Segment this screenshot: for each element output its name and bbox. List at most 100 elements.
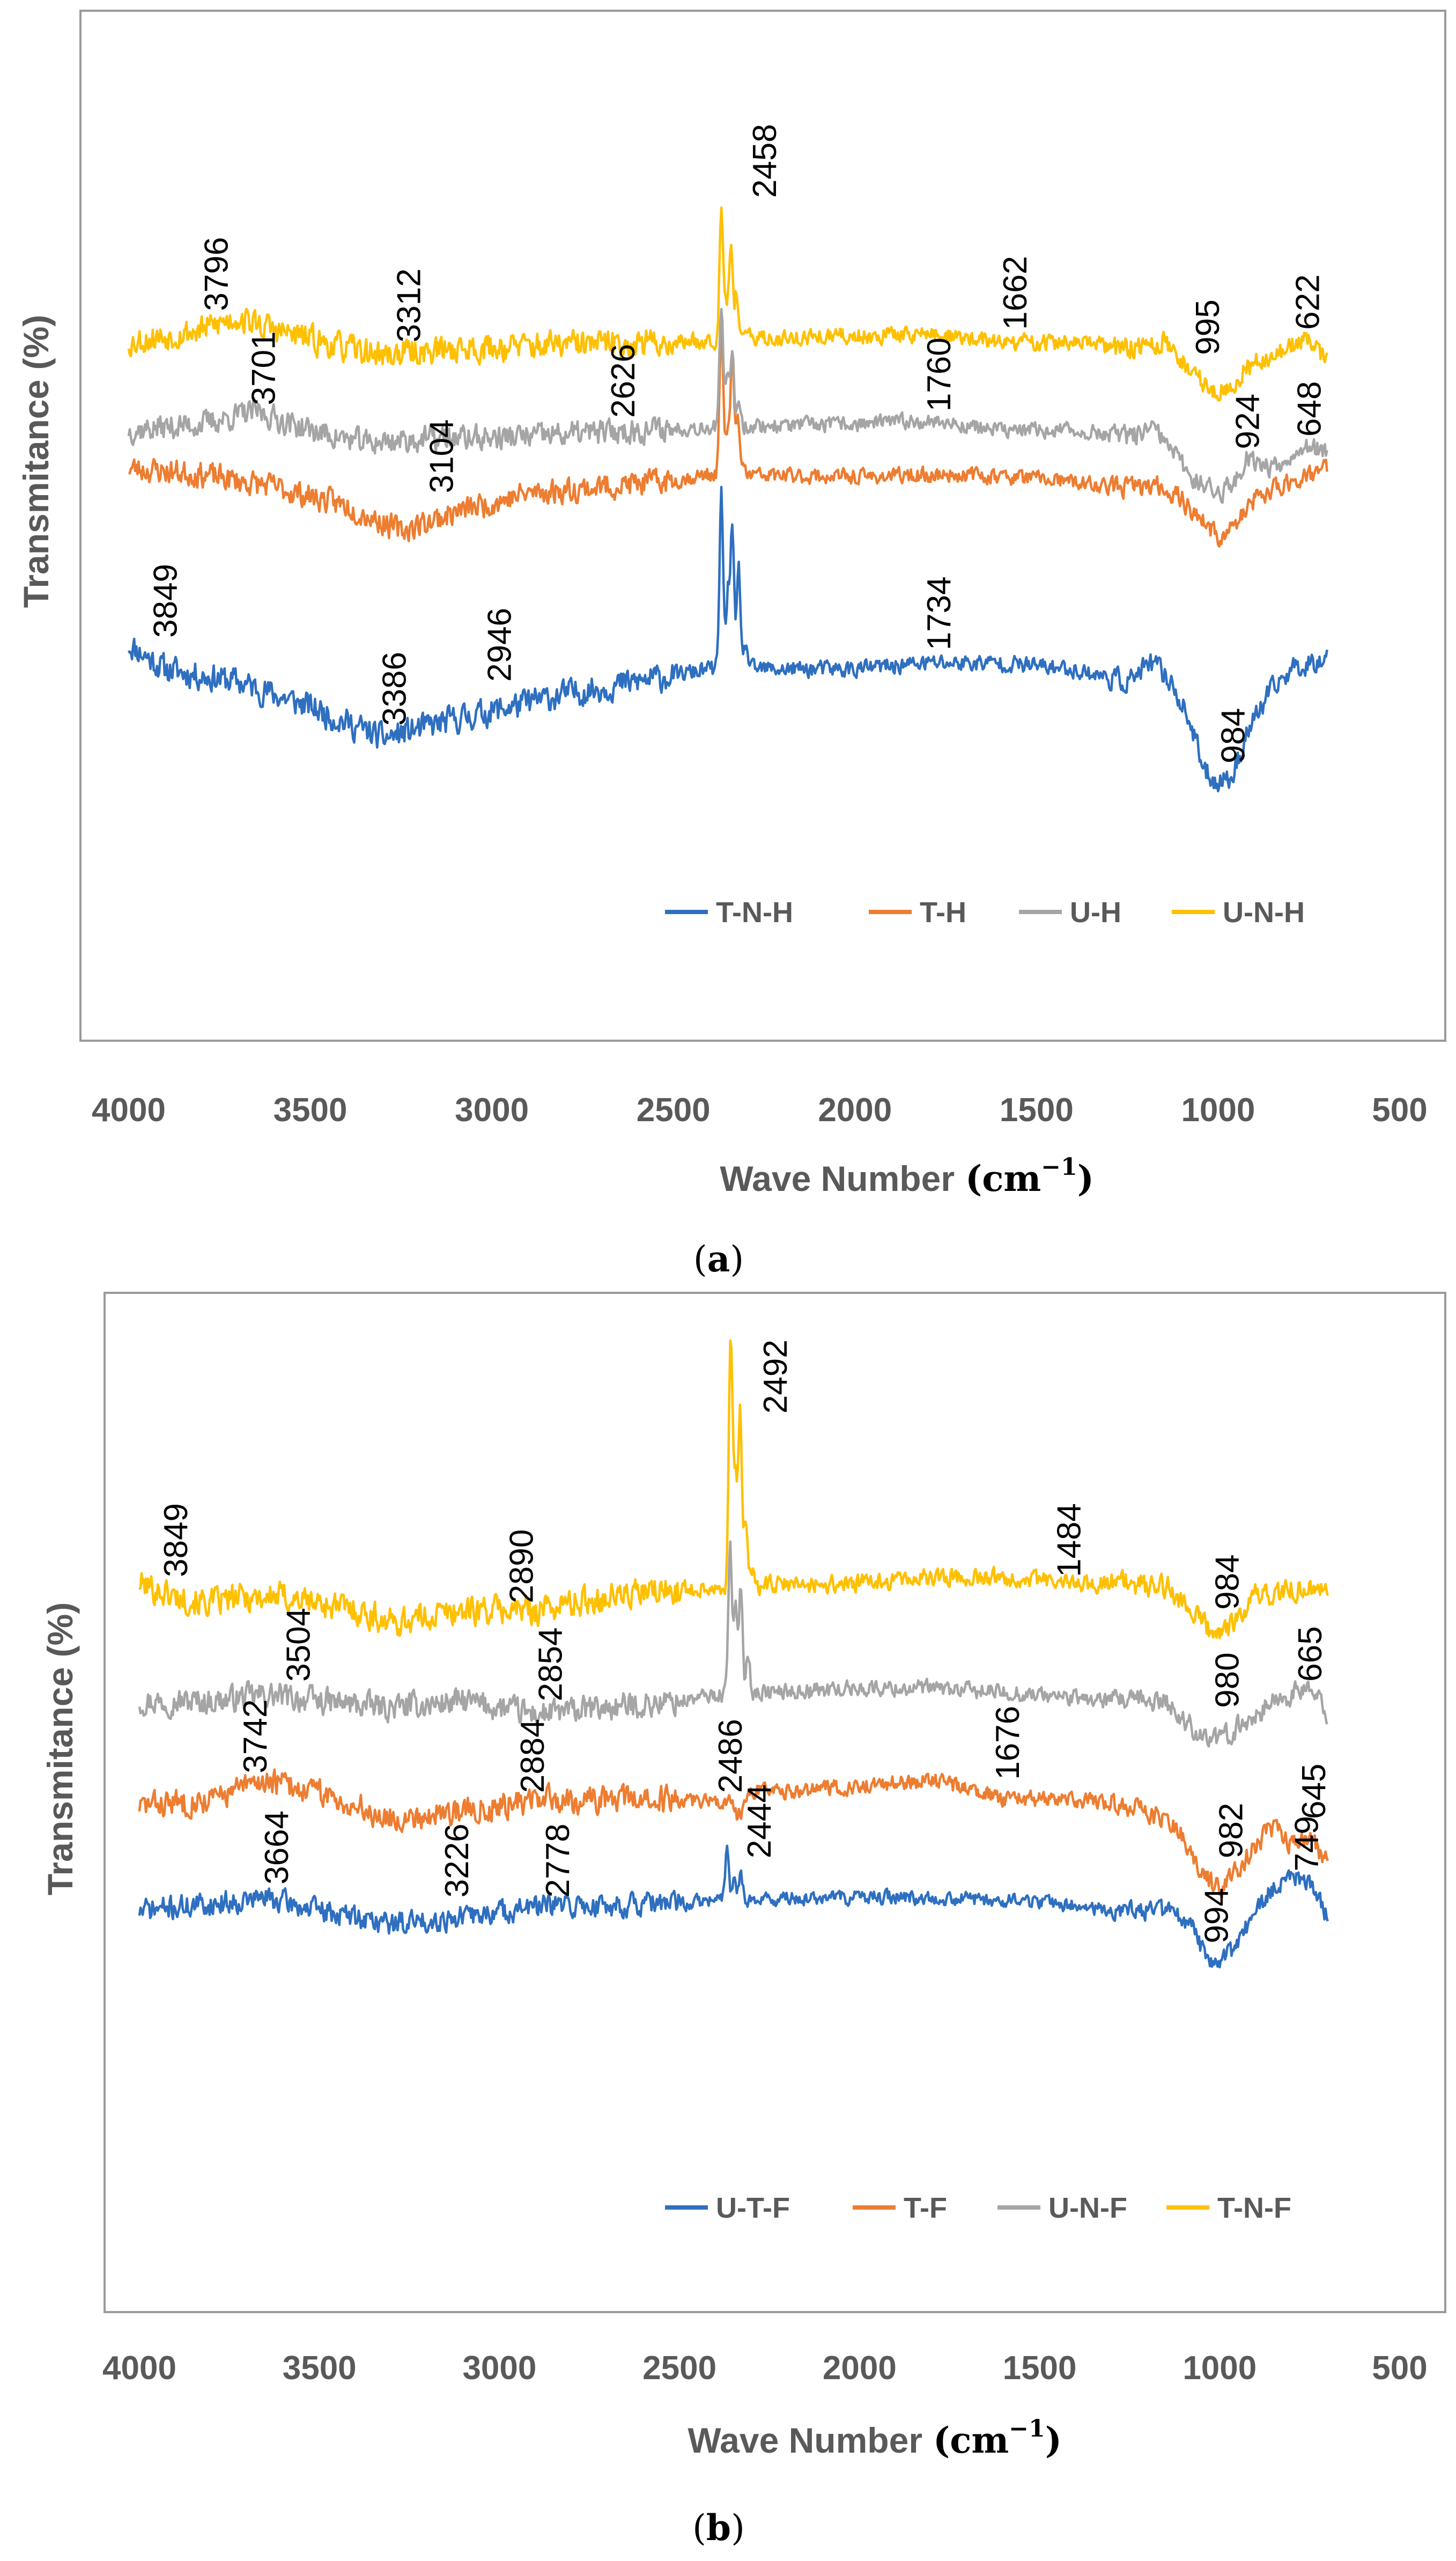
panel-b-caption-open: ( xyxy=(692,2507,706,2549)
panel-b-unit-exp: −1 xyxy=(1009,2415,1045,2442)
peak-label-984: 984 xyxy=(1209,1554,1246,1609)
panel-b-caption-letter: b xyxy=(706,2507,731,2549)
series-line-T-N-F xyxy=(138,1339,1329,1639)
panel-a-frame xyxy=(79,10,1446,1042)
x-tick-label-2000: 2000 xyxy=(823,2350,897,2387)
series-line-U-N-F xyxy=(138,1540,1329,1748)
panel-b-x-ticks: 4000 3500 3000 2500 2000 1500 1000 500 xyxy=(102,2350,1428,2387)
panel-a-unit-cm: cm xyxy=(982,1158,1041,1199)
peak-label-2884: 2884 xyxy=(514,1719,551,1793)
legend-label-U-N-F: U-N-F xyxy=(1048,2192,1127,2224)
panel-b-x-axis-title: Wave Number xyxy=(688,2420,922,2460)
peak-label-3312: 3312 xyxy=(390,268,427,342)
legend-label-U-T-F: U-T-F xyxy=(716,2192,790,2224)
x-tick-label-3000: 3000 xyxy=(455,1092,529,1129)
peak-label-995: 995 xyxy=(1189,299,1226,355)
peak-label-3742: 3742 xyxy=(237,1699,274,1773)
peak-label-1734: 1734 xyxy=(921,576,958,650)
panel-b-unit-cm: cm xyxy=(950,2419,1009,2461)
peak-label-2492: 2492 xyxy=(757,1340,794,1414)
panel-b-series xyxy=(138,1339,1329,1969)
x-tick-label-3500: 3500 xyxy=(283,2350,357,2387)
x-tick-label-1000: 1000 xyxy=(1182,2350,1257,2387)
peak-label-2854: 2854 xyxy=(532,1628,569,1702)
peak-label-2946: 2946 xyxy=(482,608,519,682)
peak-label-1662: 1662 xyxy=(997,256,1034,330)
peak-label-2458: 2458 xyxy=(747,124,784,198)
peak-label-1484: 1484 xyxy=(1051,1503,1088,1577)
legend-label-U-N-H: U-N-H xyxy=(1223,896,1305,929)
x-tick-label-2500: 2500 xyxy=(637,1092,711,1129)
peak-label-994: 994 xyxy=(1199,1888,1236,1943)
series-line-U-T-F xyxy=(138,1844,1329,1969)
legend-label-T-F: T-F xyxy=(904,2192,947,2224)
series-line-T-N-H xyxy=(127,485,1328,793)
peak-label-3701: 3701 xyxy=(246,331,283,405)
peak-label-2626: 2626 xyxy=(605,344,642,418)
peak-label-2890: 2890 xyxy=(504,1529,541,1603)
peak-label-3664: 3664 xyxy=(258,1811,295,1885)
peak-label-3104: 3104 xyxy=(423,419,460,493)
x-tick-label-500: 500 xyxy=(1372,2350,1427,2387)
panel-b-y-axis-title: Transmitance (%) xyxy=(40,1602,80,1896)
peak-label-648: 648 xyxy=(1291,381,1328,437)
panel-a-x-ticks: 4000 3500 3000 2500 2000 1500 1000 500 xyxy=(92,1092,1428,1129)
peak-label-3386: 3386 xyxy=(376,652,413,726)
legend-label-T-H: T-H xyxy=(920,896,966,929)
x-tick-label-500: 500 xyxy=(1372,1092,1427,1129)
x-tick-label-2000: 2000 xyxy=(818,1092,892,1129)
x-tick-label-2500: 2500 xyxy=(642,2350,716,2387)
series-line-T-H xyxy=(128,322,1328,548)
legend-label-T-N-H: T-N-H xyxy=(716,896,793,929)
peak-label-3849: 3849 xyxy=(158,1503,195,1577)
panel-b-x-axis-unit: (cm−1) xyxy=(933,2415,1062,2461)
peak-label-980: 980 xyxy=(1209,1652,1246,1708)
panel-a-chart: Transmitance (%) 4000 3500 3000 2500 2000 150… xyxy=(16,10,1446,1280)
peak-label-3504: 3504 xyxy=(280,1608,317,1682)
peak-label-2444: 2444 xyxy=(741,1784,778,1858)
panel-b-frame xyxy=(104,1292,1446,2313)
series-line-T-F xyxy=(138,1768,1329,1900)
peak-label-984: 984 xyxy=(1215,708,1252,763)
peak-label-622: 622 xyxy=(1289,274,1326,329)
panel-b-caption-close: ) xyxy=(731,2507,745,2549)
peak-label-1760: 1760 xyxy=(921,337,958,411)
peak-label-3849: 3849 xyxy=(147,564,184,638)
x-tick-label-1500: 1500 xyxy=(1003,2350,1077,2387)
panel-a-caption: (a) xyxy=(693,1238,744,1280)
peak-label-2778: 2778 xyxy=(539,1823,577,1897)
x-tick-label-3500: 3500 xyxy=(274,1092,348,1129)
peak-label-982: 982 xyxy=(1213,1803,1250,1858)
panel-a-x-axis-unit: (cm−1) xyxy=(965,1153,1094,1199)
panel-a-y-axis-title: Transmitance (%) xyxy=(16,315,56,608)
x-tick-label-4000: 4000 xyxy=(102,2350,176,2387)
panel-a-unit-close-paren: ) xyxy=(1077,1158,1094,1199)
panel-b-legend: U-T-F T-F U-N-F T-N-F xyxy=(665,2192,1291,2224)
panel-a-x-axis-title: Wave Number xyxy=(720,1159,955,1198)
x-tick-label-4000: 4000 xyxy=(92,1092,166,1129)
panel-b-unit-close-paren: ) xyxy=(1045,2419,1062,2461)
x-tick-label-1500: 1500 xyxy=(1000,1092,1074,1129)
panel-b-unit-open-paren: ( xyxy=(933,2419,950,2461)
panel-b-chart: Transmitance (%) 4000 3500 3000 2500 2000 150… xyxy=(40,1292,1446,2549)
legend-label-T-N-F: T-N-F xyxy=(1217,2192,1291,2224)
panel-b-peak-labels: 3849 2890 2492 1484 984 3504 2854 980 665 3742 288… xyxy=(158,1340,1333,1943)
x-tick-label-1000: 1000 xyxy=(1181,1092,1255,1129)
peak-label-665: 665 xyxy=(1292,1626,1329,1681)
legend-label-U-H: U-H xyxy=(1070,896,1121,929)
peak-label-749: 749 xyxy=(1288,1816,1325,1871)
panel-a-unit-exp: −1 xyxy=(1041,1153,1077,1181)
panel-a-series xyxy=(127,206,1328,793)
peak-label-645: 645 xyxy=(1296,1764,1333,1819)
panel-a-caption-letter: a xyxy=(707,1238,730,1280)
panel-a-legend: T-N-H T-H U-H U-N-H xyxy=(665,896,1305,929)
panel-a-caption-close: ) xyxy=(730,1239,744,1280)
panel-a-unit-open-paren: ( xyxy=(965,1158,982,1199)
peak-label-3796: 3796 xyxy=(198,237,235,311)
peak-label-2486: 2486 xyxy=(712,1719,749,1793)
panel-a-peak-labels: 3796 3312 2458 1662 995 622 3701 2626 1760 924 648… xyxy=(147,124,1328,763)
series-line-U-H xyxy=(127,307,1328,504)
x-tick-label-3000: 3000 xyxy=(462,2350,536,2387)
panel-a-caption-open: ( xyxy=(693,1239,707,1280)
